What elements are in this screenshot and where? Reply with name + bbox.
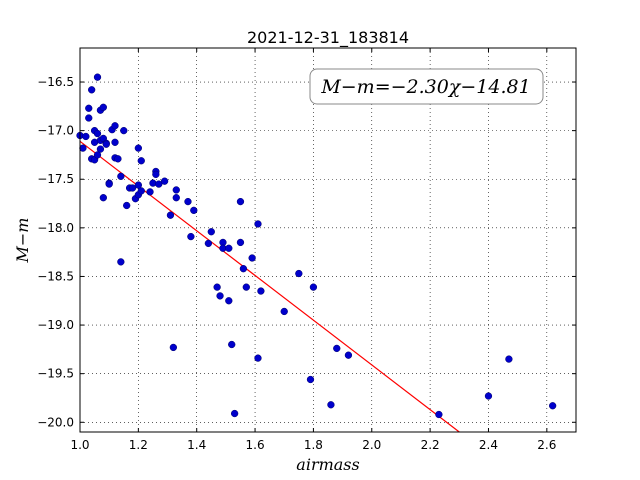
fit-equation: M−m=−2.30χ−14.81	[320, 76, 530, 98]
x-axis-label: airmass	[296, 455, 359, 474]
y-tick-label: −16.5	[37, 75, 74, 89]
data-point	[306, 375, 315, 384]
data-point	[85, 114, 93, 122]
data-point	[88, 86, 96, 94]
data-point	[225, 244, 233, 252]
data-point	[166, 211, 175, 219]
data-point	[120, 126, 128, 135]
data-point	[484, 392, 493, 400]
data-point	[239, 265, 248, 273]
data-point	[117, 258, 125, 266]
data-point	[230, 409, 239, 418]
data-point	[295, 269, 303, 278]
data-point	[172, 186, 180, 194]
y-axis-ticks: −16.5 −17.0 −17.5 −18.0 −18.5 −19.0 −19.5 −20.0	[37, 75, 576, 429]
data-point	[204, 239, 213, 248]
y-tick-label: −19.0	[37, 318, 74, 332]
data-point	[213, 283, 221, 291]
data-point	[190, 206, 198, 214]
data-point	[85, 104, 93, 112]
y-axis-label: M−m	[13, 218, 32, 264]
data-point	[228, 340, 236, 349]
data-point	[225, 297, 233, 305]
data-point	[333, 344, 341, 353]
data-point	[137, 157, 145, 165]
y-tick-label: −17.5	[37, 172, 74, 186]
data-point	[111, 138, 119, 146]
data-point	[344, 351, 353, 359]
data-point	[146, 188, 154, 196]
data-point	[248, 254, 256, 262]
plot-area	[80, 48, 576, 432]
data-point	[505, 355, 513, 363]
y-tick-label: −18.0	[37, 221, 74, 235]
y-tick-label: −19.5	[37, 367, 74, 381]
annotation-box: M−m=−2.30χ−14.81	[309, 68, 544, 105]
data-point	[79, 144, 87, 152]
data-point	[82, 132, 90, 141]
x-tick-label: 1.4	[187, 438, 206, 452]
data-point	[137, 187, 145, 195]
data-point	[254, 354, 262, 362]
data-point	[114, 155, 122, 163]
data-point	[309, 283, 318, 291]
data-point	[134, 144, 143, 152]
x-tick-label: 2.0	[362, 438, 381, 452]
data-point	[216, 292, 224, 300]
data-point	[105, 180, 113, 188]
x-tick-label: 2.4	[479, 438, 498, 452]
data-point	[96, 145, 105, 153]
data-point	[93, 129, 102, 138]
data-point	[93, 151, 102, 159]
x-axis-ticks: 1.0 1.2 1.4 1.6 1.8 2.0 2.2 2.4 2.6	[70, 48, 556, 452]
data-point	[207, 228, 215, 236]
data-point	[128, 184, 137, 192]
y-tick-label: −20.0	[37, 415, 74, 429]
data-point	[327, 401, 335, 409]
data-point	[435, 410, 443, 419]
grid-lines	[79, 48, 576, 432]
data-point	[134, 181, 143, 189]
x-tick-label: 2.2	[421, 438, 440, 452]
x-tick-label: 1.6	[246, 438, 265, 452]
data-point	[123, 201, 131, 210]
data-point	[117, 172, 125, 180]
data-point	[236, 238, 245, 247]
plot-frame	[79, 47, 577, 433]
data-point	[152, 170, 160, 179]
x-tick-label: 2.6	[537, 438, 556, 452]
data-point	[549, 402, 557, 410]
x-tick-label: 1.0	[70, 438, 89, 452]
data-point	[155, 180, 163, 188]
data-point	[184, 197, 192, 206]
data-point	[102, 140, 110, 148]
data-points	[76, 73, 557, 419]
data-point	[111, 122, 119, 130]
data-point	[99, 103, 107, 111]
data-point	[172, 194, 180, 202]
x-tick-label: 1.2	[129, 438, 148, 452]
data-point	[257, 287, 265, 295]
data-point	[254, 220, 262, 228]
chart-title: 2021-12-31_183814	[247, 28, 409, 48]
x-tick-label: 1.8	[304, 438, 323, 452]
data-point	[242, 283, 250, 291]
data-point	[99, 194, 107, 202]
y-tick-label: −17.0	[37, 124, 74, 138]
data-point	[93, 73, 102, 81]
data-point	[280, 307, 288, 316]
y-tick-label: −18.5	[37, 269, 74, 283]
data-point	[169, 343, 178, 352]
annotation-frame	[309, 68, 544, 105]
data-point	[187, 232, 195, 241]
data-point	[236, 197, 245, 206]
data-point	[160, 177, 169, 185]
